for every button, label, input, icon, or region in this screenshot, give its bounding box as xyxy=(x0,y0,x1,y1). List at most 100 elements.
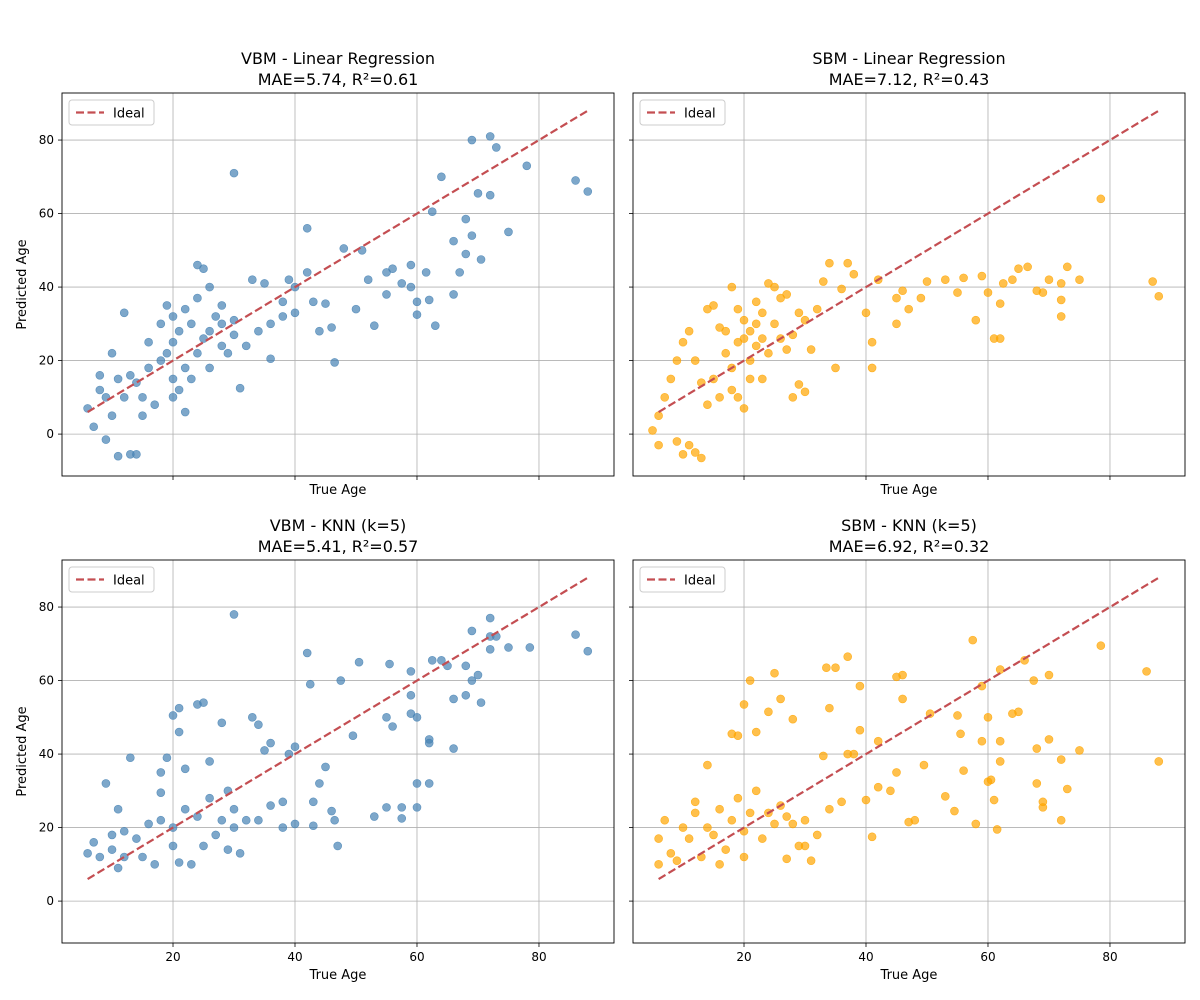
x-tick-label: 80 xyxy=(531,950,546,964)
data-point xyxy=(867,363,877,373)
data-point xyxy=(476,698,486,707)
data-point xyxy=(654,411,663,421)
subplot-title: SBM - KNN (k=5) xyxy=(841,516,977,535)
data-point xyxy=(776,293,785,303)
data-point xyxy=(187,860,196,869)
data-point xyxy=(406,282,416,292)
data-point xyxy=(430,321,440,330)
data-point xyxy=(727,729,737,739)
data-point xyxy=(412,297,422,307)
data-point xyxy=(666,849,676,858)
data-point xyxy=(1044,275,1054,285)
data-point xyxy=(321,762,330,772)
data-point xyxy=(126,753,135,763)
data-point xyxy=(998,279,1008,288)
data-point xyxy=(983,713,993,722)
data-point xyxy=(1044,670,1054,680)
data-point xyxy=(831,663,840,672)
data-point xyxy=(788,819,798,829)
x-tick-label: 60 xyxy=(409,950,424,964)
data-point xyxy=(968,635,978,645)
data-point xyxy=(113,804,123,814)
data-point xyxy=(217,301,227,310)
data-point xyxy=(843,749,853,759)
data-point xyxy=(302,268,312,277)
data-point xyxy=(940,792,950,801)
data-point xyxy=(174,385,184,395)
data-point xyxy=(150,400,160,409)
data-point xyxy=(678,450,688,459)
data-point xyxy=(1029,676,1039,685)
data-point xyxy=(971,315,981,325)
data-point xyxy=(867,337,877,347)
data-point xyxy=(119,826,129,836)
subplot-1: 0 20 40 60 80 Ideal VBM - Linear Regression MAE… xyxy=(15,49,615,498)
data-point xyxy=(107,348,117,358)
data-point xyxy=(1096,194,1106,204)
data-point xyxy=(162,348,172,358)
data-point xyxy=(156,319,166,329)
data-point xyxy=(302,648,312,658)
data-point xyxy=(427,207,437,217)
data-point xyxy=(916,293,926,303)
data-point xyxy=(794,841,804,851)
data-point xyxy=(703,400,712,409)
data-point xyxy=(837,797,846,807)
data-point xyxy=(715,804,724,814)
data-point xyxy=(751,297,761,307)
data-point xyxy=(211,830,221,840)
data-point xyxy=(461,661,471,671)
y-tick-label: 0 xyxy=(46,427,54,441)
data-point xyxy=(382,803,391,812)
data-point xyxy=(956,729,965,739)
data-point xyxy=(1023,262,1032,272)
data-point xyxy=(336,676,346,685)
data-point xyxy=(648,426,657,435)
data-point xyxy=(412,310,422,319)
data-point xyxy=(308,821,318,831)
data-point xyxy=(406,709,416,718)
data-point xyxy=(995,757,1005,766)
data-point xyxy=(156,768,166,777)
subplot-subtitle: MAE=7.12, R²=0.43 xyxy=(829,70,990,89)
data-point xyxy=(672,856,682,865)
data-point xyxy=(959,766,968,775)
data-point xyxy=(953,288,962,297)
data-point xyxy=(727,815,737,825)
data-point xyxy=(739,404,749,413)
data-point xyxy=(1148,277,1157,286)
data-point xyxy=(1056,755,1066,764)
legend-label: Ideal xyxy=(113,107,145,122)
data-point xyxy=(794,308,804,318)
data-point xyxy=(199,841,208,851)
data-point xyxy=(1032,744,1042,753)
data-point xyxy=(788,393,798,402)
data-point xyxy=(473,189,483,198)
data-point xyxy=(776,694,785,704)
data-point xyxy=(327,323,336,332)
data-point xyxy=(248,275,257,285)
data-point xyxy=(1032,286,1042,296)
data-point xyxy=(782,812,792,821)
data-point xyxy=(485,645,495,654)
data-point xyxy=(1014,264,1023,273)
data-point xyxy=(229,168,239,178)
data-point xyxy=(715,393,724,402)
data-point xyxy=(1075,275,1084,285)
x-axis-label: True Age xyxy=(880,483,938,498)
data-point xyxy=(770,668,779,678)
data-point xyxy=(290,819,300,829)
data-point xyxy=(800,387,810,397)
data-point xyxy=(95,852,105,862)
data-point xyxy=(819,751,828,761)
data-point xyxy=(449,236,458,246)
data-point xyxy=(449,290,458,299)
data-point xyxy=(522,161,532,171)
data-point xyxy=(977,271,987,281)
data-point xyxy=(406,690,416,700)
data-point xyxy=(254,720,263,729)
x-axis-label: True Age xyxy=(880,968,938,983)
data-point xyxy=(992,825,1002,834)
data-point xyxy=(690,356,700,365)
y-tick-label: 60 xyxy=(39,674,54,688)
